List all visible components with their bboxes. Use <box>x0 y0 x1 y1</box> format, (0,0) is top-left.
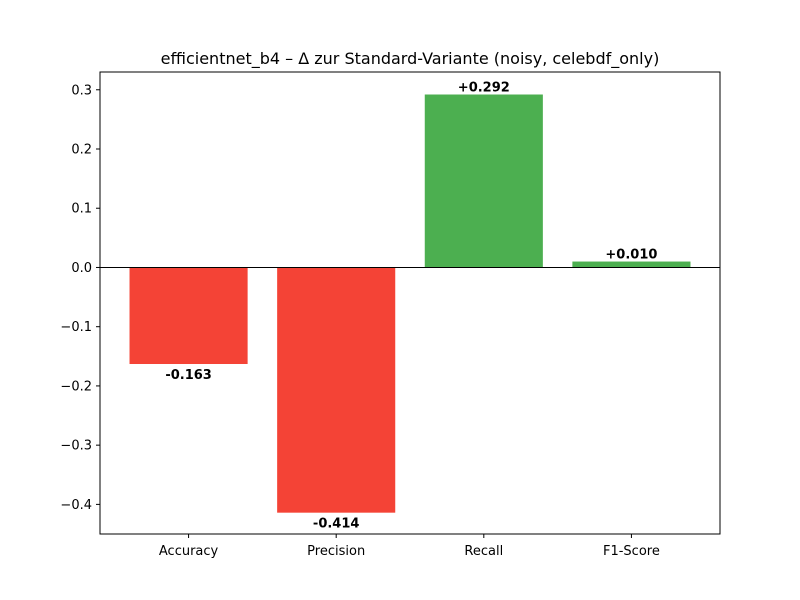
y-tick-label: −0.2 <box>60 379 92 394</box>
bar-precision <box>277 267 396 513</box>
y-axis: −0.4 −0.3 −0.2 −0.1 0.0 0.1 0.2 0.3 <box>60 83 100 513</box>
plot-frame <box>99 71 721 535</box>
y-tick-label: −0.1 <box>60 320 92 335</box>
x-axis: Accuracy Precision Recall F1-Score <box>159 534 660 559</box>
bars-group <box>129 94 691 513</box>
y-tick-label: −0.4 <box>60 498 92 513</box>
data-label: +0.010 <box>605 248 657 263</box>
x-tick-label: Recall <box>464 544 503 559</box>
data-label: -0.414 <box>313 517 360 532</box>
y-tick-label: 0.3 <box>71 83 92 98</box>
data-label: -0.163 <box>165 368 212 383</box>
y-tick-label: 0.2 <box>71 143 92 158</box>
bar-accuracy <box>129 267 248 365</box>
bar-recall <box>424 94 543 268</box>
chart-title: efficientnet_b4 – Δ zur Standard-Variant… <box>161 49 660 69</box>
data-labels-group: -0.163 -0.414 +0.292 +0.010 <box>165 81 657 532</box>
y-tick-label: 0.1 <box>71 202 92 217</box>
data-label: +0.292 <box>458 81 510 96</box>
y-tick-label: −0.3 <box>60 439 92 454</box>
x-tick-label: Accuracy <box>159 544 219 559</box>
x-tick-label: Precision <box>307 544 365 559</box>
y-tick-label: 0.0 <box>71 261 92 276</box>
bar-f1-score <box>572 261 691 268</box>
x-tick-label: F1-Score <box>603 544 660 559</box>
